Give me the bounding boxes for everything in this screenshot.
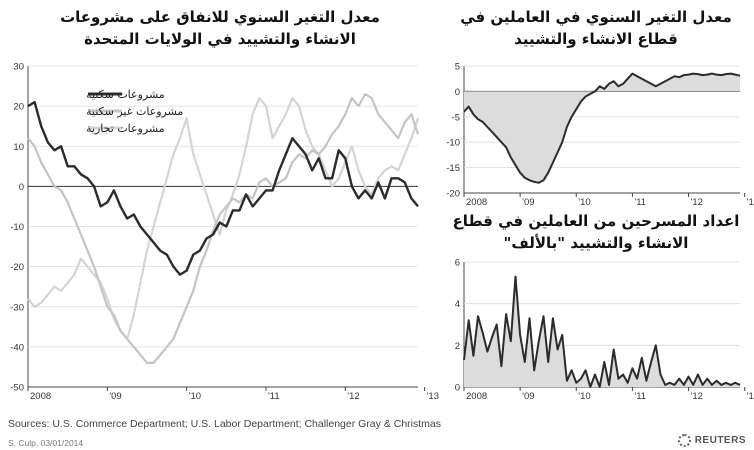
spending-series-line-0: [27, 100, 419, 276]
spending-legend-label-2: مشروعات تجارية: [86, 122, 165, 135]
employment-series-line: [463, 72, 741, 184]
layoffs-y-tick-label: 4: [455, 299, 460, 310]
layoffs-x-tick-label: '12: [691, 391, 703, 402]
spending-x-tick-label: '12: [347, 391, 359, 402]
credit-note: S. Culp, 03/01/2014: [8, 438, 84, 448]
layoffs-x-tick-label: '13: [747, 391, 754, 402]
spending-y-tick-label: -50: [10, 383, 24, 394]
employment-x-tick-label: '11: [634, 197, 646, 208]
reuters-logo-icon: [677, 434, 691, 447]
employment-x-tick-label: '10: [578, 197, 590, 208]
layoffs-x-tick-label: '11: [634, 391, 646, 402]
spending-y-tick-label: 10: [13, 142, 24, 153]
spending-y-tick-label: -10: [10, 222, 24, 233]
spending-x-tick-label: '09: [109, 391, 121, 402]
spending-y-tick-label: -20: [10, 262, 24, 273]
employment-y-tick-label: -10: [446, 138, 460, 149]
spending-series-line-2: [27, 97, 420, 340]
spending-y-tick-label: 30: [13, 62, 24, 73]
layoffs-y-tick-label: 2: [455, 341, 460, 352]
employment-x-tick-label: '13: [747, 197, 754, 208]
employment-y-tick-label: -5: [452, 112, 460, 123]
employment-x-tick-label: '12: [691, 197, 703, 208]
layoffs-y-tick-label: 6: [455, 258, 460, 269]
layoffs-x-tick-label: '10: [578, 391, 590, 402]
employment-area-fill: [464, 73, 740, 183]
employment-x-tick-label: 2008: [466, 197, 487, 208]
layoffs-y-tick-label: 0: [455, 383, 460, 394]
spending-series-line-1: [27, 93, 420, 364]
employment-y-tick-label: -15: [446, 163, 460, 174]
spending-y-tick-label: -30: [10, 302, 24, 313]
layoffs-chart-title: اعداد المسرحين من العاملين في قطاع الانش…: [452, 212, 740, 252]
spending-x-tick-label: '11: [268, 391, 280, 402]
spending-y-tick-label: 0: [19, 182, 24, 193]
spending-chart-title: معدل التغير السنوي للانفاق على مشروعات ا…: [60, 8, 380, 48]
layoffs-series-line: [463, 275, 741, 388]
employment-x-tick-label: '09: [522, 197, 534, 208]
layoffs-x-tick-label: '09: [522, 391, 534, 402]
spending-legend-label-1: مشروعات غير سكنية: [86, 105, 183, 118]
spending-x-tick-label: 2008: [30, 391, 51, 402]
spending-x-tick-label: '10: [189, 391, 201, 402]
reuters-logo-text: REUTERS: [694, 435, 746, 447]
employment-chart-title: معدل التغير السنوي في العاملين في قطاع ا…: [460, 8, 732, 48]
spending-x-tick-label: '13: [427, 391, 439, 402]
layoffs-x-tick-label: 2008: [466, 391, 487, 402]
reuters-logo: REUTERS: [677, 434, 746, 447]
sources-note: Sources: U.S. Commerce Department; U.S. …: [8, 418, 441, 430]
employment-y-tick-label: 0: [455, 87, 460, 98]
spending-legend-label-0: مشروعات سكنية: [86, 88, 165, 101]
spending-y-tick-label: -40: [10, 342, 24, 353]
employment-y-tick-label: -20: [446, 189, 460, 200]
employment-y-tick-label: 5: [455, 62, 460, 73]
spending-y-tick-label: 20: [13, 102, 24, 113]
